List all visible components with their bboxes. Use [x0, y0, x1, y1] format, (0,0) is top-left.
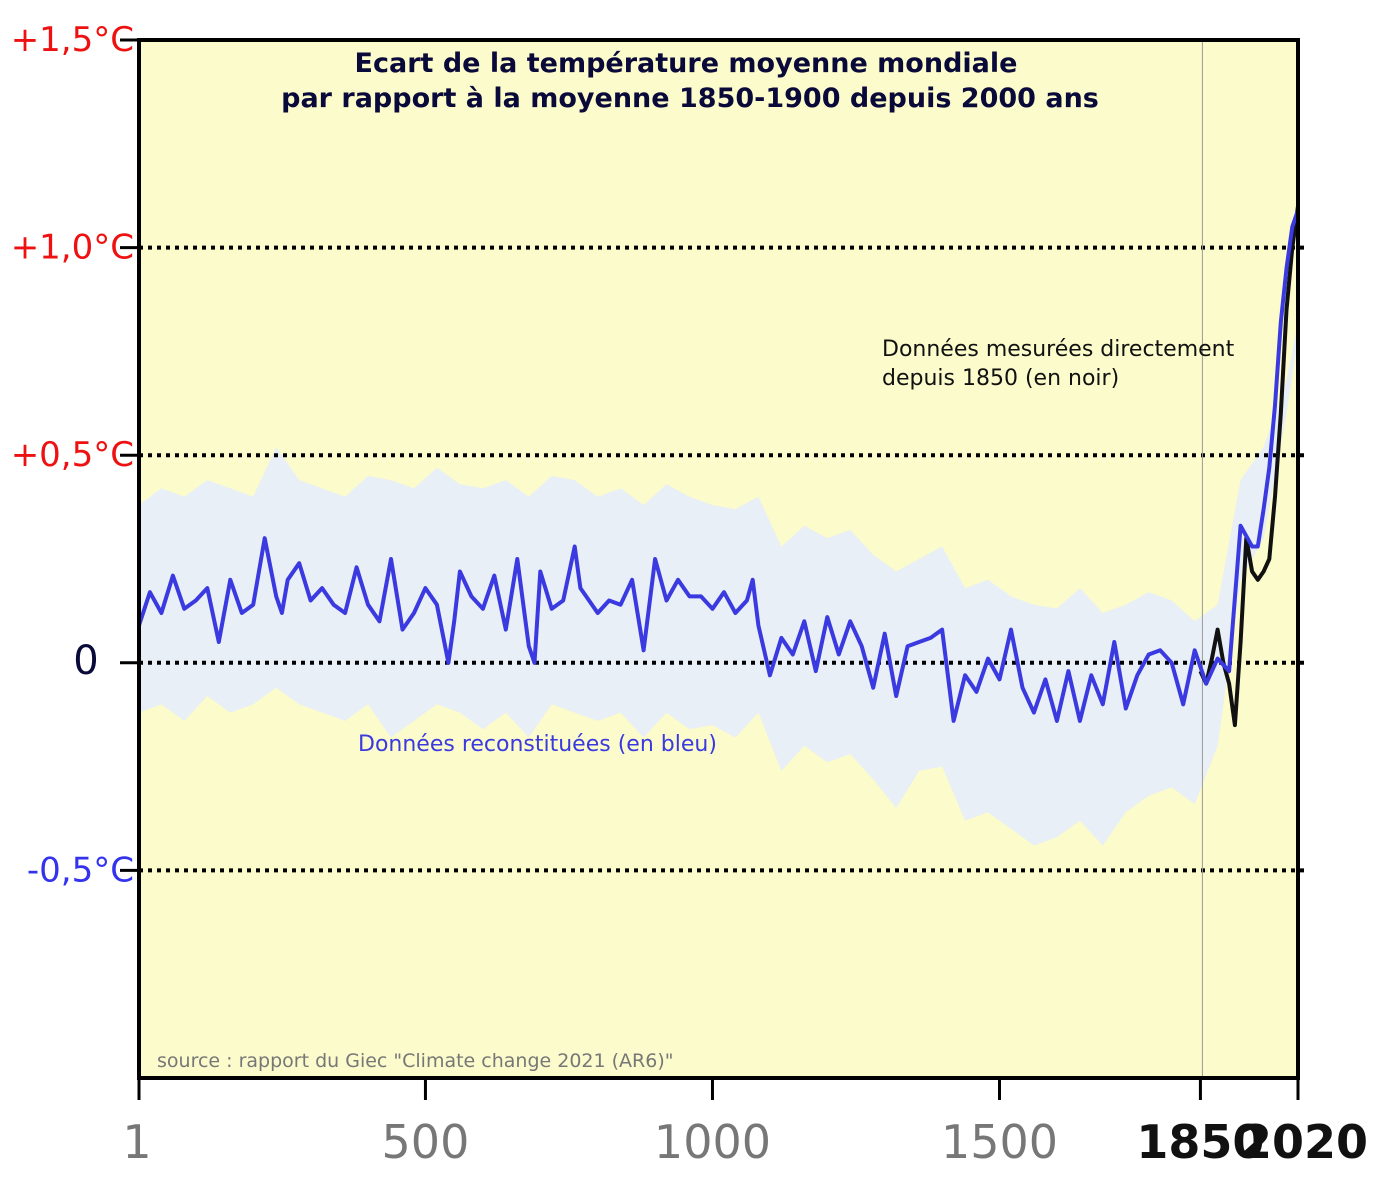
- y-axis: +1,5°C +1,0°C +0,5°C 0 -0,5°C: [11, 20, 139, 890]
- source-note: source : rapport du Giec "Climate change…: [157, 1050, 674, 1072]
- x-tick-label: 2020: [1240, 1115, 1368, 1169]
- chart-title-line1: Ecart de la température moyenne mondiale: [355, 48, 1018, 79]
- measured-annotation-line2: depuis 1850 (en noir): [882, 366, 1119, 391]
- x-tick-label: 1000: [654, 1115, 771, 1169]
- y-tick-label: +1,0°C: [11, 228, 134, 268]
- y-tick-label: +1,5°C: [11, 20, 134, 60]
- measured-series-line: [1198, 205, 1300, 728]
- x-tick-label: 1500: [941, 1115, 1058, 1169]
- y-tick-label: +0,5°C: [11, 435, 134, 475]
- x-tick-label: 500: [382, 1115, 470, 1169]
- uncertainty-band: [139, 322, 1298, 846]
- reconstructed-series-line: [137, 209, 1300, 723]
- reconstructed-annotation: Données reconstituées (en bleu): [358, 732, 717, 757]
- measured-annotation-line1: Données mesurées directement: [882, 337, 1235, 362]
- chart-title-line2: par rapport à la moyenne 1850-1900 depui…: [281, 83, 1099, 114]
- plot-frame: [137, 38, 1300, 1080]
- y-tick-label: -0,5°C: [27, 850, 134, 890]
- x-tick-label: 1: [122, 1115, 151, 1169]
- y-tick-label: 0: [73, 638, 98, 684]
- x-tick-label: 1850: [1136, 1115, 1264, 1169]
